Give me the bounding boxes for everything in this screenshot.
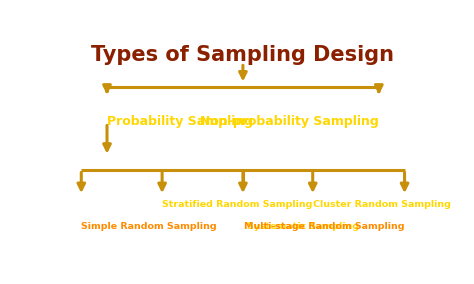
Text: Systematic Sampling: Systematic Sampling — [246, 222, 359, 231]
Text: Non-probability Sampling: Non-probability Sampling — [200, 115, 379, 128]
Text: Multi-stage Random Sampling: Multi-stage Random Sampling — [244, 222, 405, 231]
Text: Probability Sampling: Probability Sampling — [107, 115, 253, 128]
Text: Stratified Random Sampling: Stratified Random Sampling — [162, 200, 312, 209]
Text: Types of Sampling Design: Types of Sampling Design — [91, 45, 394, 65]
Text: Simple Random Sampling: Simple Random Sampling — [82, 222, 217, 231]
Text: Cluster Random Sampling: Cluster Random Sampling — [313, 200, 451, 209]
